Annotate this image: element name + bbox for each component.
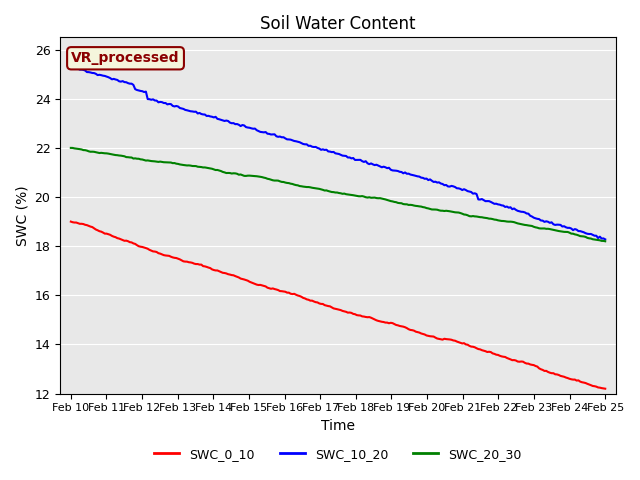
Line: SWC_20_30: SWC_20_30 bbox=[71, 148, 605, 241]
SWC_10_20 bbox=[602, 237, 609, 242]
SWC_10_20 bbox=[70, 65, 78, 71]
SWC_10_20 bbox=[385, 165, 393, 171]
Y-axis label: SWC (%): SWC (%) bbox=[15, 185, 29, 246]
SWC_0_10 bbox=[551, 372, 559, 377]
Line: SWC_10_20: SWC_10_20 bbox=[71, 67, 605, 240]
Line: SWC_0_10: SWC_0_10 bbox=[71, 222, 605, 389]
SWC_10_20 bbox=[67, 64, 75, 70]
SWC_10_20 bbox=[519, 209, 527, 215]
SWC_0_10 bbox=[383, 320, 391, 325]
SWC_20_30 bbox=[385, 198, 393, 204]
SWC_20_30 bbox=[517, 221, 525, 227]
SWC_10_20 bbox=[396, 169, 404, 175]
SWC_20_30 bbox=[602, 239, 609, 244]
SWC_0_10 bbox=[68, 219, 76, 225]
X-axis label: Time: Time bbox=[321, 419, 355, 433]
SWC_20_30 bbox=[551, 228, 559, 233]
SWC_0_10 bbox=[394, 323, 402, 328]
SWC_0_10 bbox=[67, 219, 75, 225]
SWC_20_30 bbox=[394, 200, 402, 206]
SWC_0_10 bbox=[517, 359, 525, 364]
SWC_20_30 bbox=[68, 145, 76, 151]
Text: VR_processed: VR_processed bbox=[71, 51, 180, 65]
Title: Soil Water Content: Soil Water Content bbox=[260, 15, 416, 33]
SWC_0_10 bbox=[385, 320, 393, 326]
SWC_10_20 bbox=[387, 167, 395, 173]
Legend: SWC_0_10, SWC_10_20, SWC_20_30: SWC_0_10, SWC_10_20, SWC_20_30 bbox=[149, 443, 527, 466]
SWC_10_20 bbox=[553, 222, 561, 228]
SWC_20_30 bbox=[383, 197, 391, 203]
SWC_20_30 bbox=[67, 145, 75, 151]
SWC_10_20 bbox=[68, 64, 76, 70]
SWC_0_10 bbox=[602, 386, 609, 392]
